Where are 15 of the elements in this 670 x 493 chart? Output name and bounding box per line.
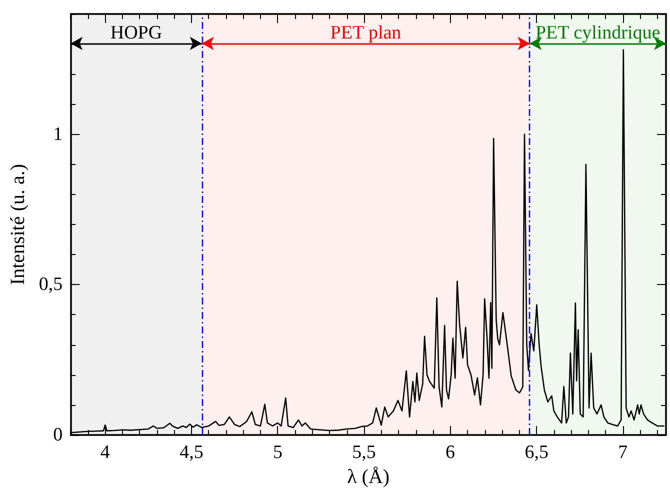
y-tick-label: 0	[53, 424, 63, 446]
x-axis-title: λ (Å)	[347, 466, 390, 488]
band-label: PET plan	[330, 22, 402, 44]
x-tick-label: 4,5	[180, 442, 204, 463]
x-tick-label: 6	[446, 442, 456, 463]
x-tick-label: 5,5	[352, 442, 376, 463]
x-tick-label: 7	[618, 442, 628, 463]
x-tick-label: 5	[272, 442, 282, 463]
x-tick-label: 6,5	[524, 442, 548, 463]
y-axis-title: Intensité (u. a.)	[7, 164, 29, 286]
y-tick-label: 0,5	[38, 274, 63, 296]
y-tick-label: 1	[53, 124, 63, 145]
band-label: PET cylindrique	[535, 22, 660, 44]
x-tick-label: 4	[100, 442, 110, 463]
band-label: HOPG	[110, 22, 162, 44]
